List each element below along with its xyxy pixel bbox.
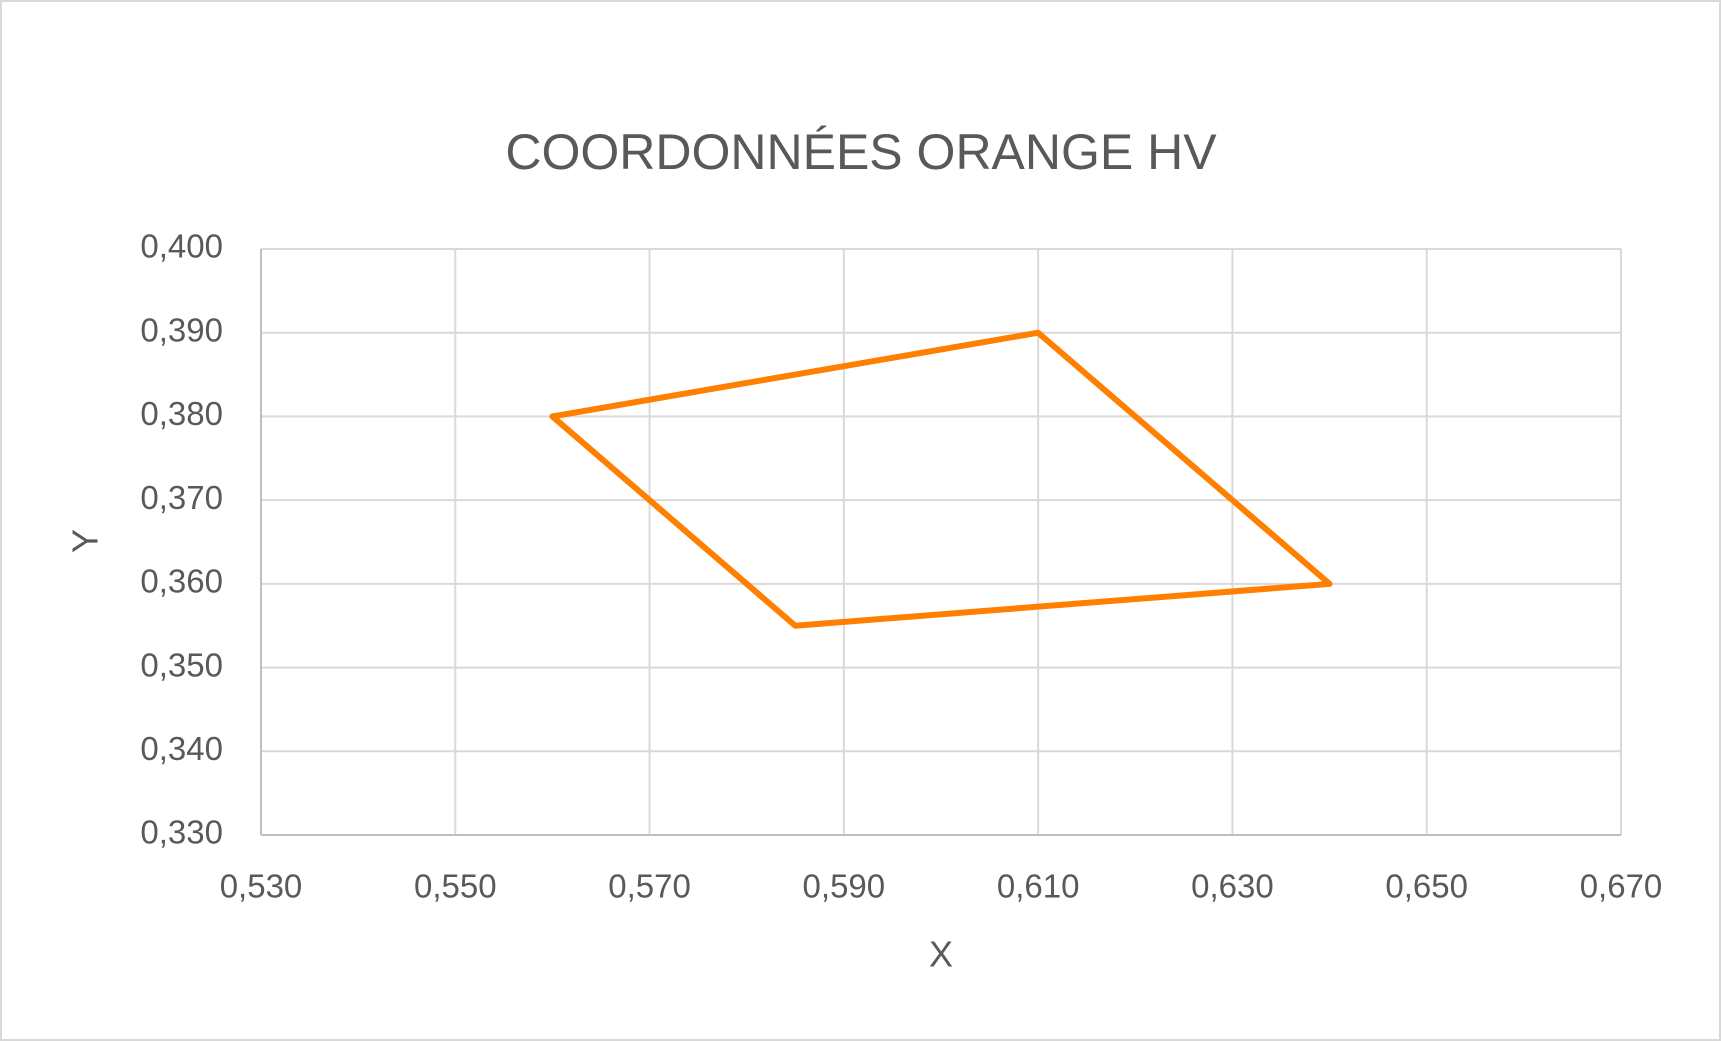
y-tick-label: 0,360: [140, 563, 223, 600]
x-tick-label: 0,630: [1191, 868, 1274, 905]
x-tick-label: 0,590: [803, 868, 886, 905]
x-tick-label: 0,650: [1385, 868, 1468, 905]
y-tick-label: 0,390: [140, 311, 223, 348]
chart-title: COORDONNÉES ORANGE HV: [505, 124, 1217, 180]
x-axis-title: X: [929, 934, 953, 975]
y-tick-label: 0,340: [140, 730, 223, 767]
y-axis-title: Y: [65, 529, 106, 553]
y-tick-label: 0,400: [140, 228, 223, 265]
y-tick-label: 0,330: [140, 814, 223, 851]
x-tick-label: 0,670: [1580, 868, 1663, 905]
x-tick-label: 0,530: [220, 868, 303, 905]
x-tick-label: 0,610: [997, 868, 1080, 905]
y-tick-label: 0,380: [140, 395, 223, 432]
x-tick-label: 0,550: [414, 868, 497, 905]
y-tick-label: 0,370: [140, 479, 223, 516]
x-tick-label: 0,570: [608, 868, 691, 905]
y-tick-label: 0,350: [140, 646, 223, 683]
series-line: [549, 329, 1333, 629]
